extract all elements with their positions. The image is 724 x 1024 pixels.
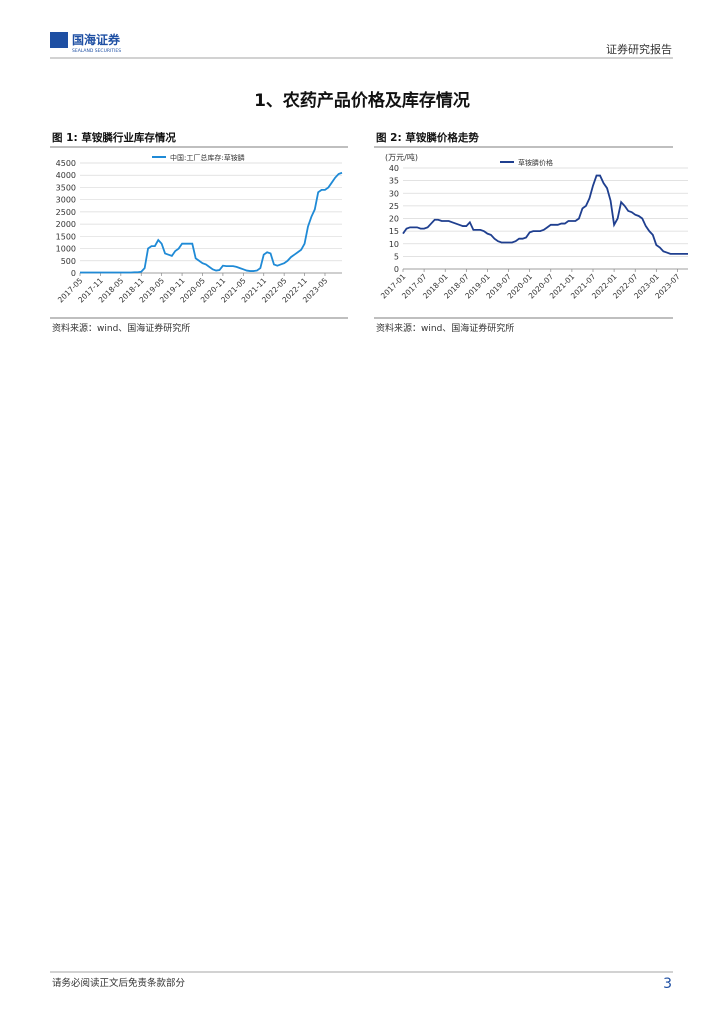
figure-source: 资料来源：wind、国海证券研究所 bbox=[376, 322, 514, 334]
y-tick-label: 15 bbox=[389, 227, 399, 236]
y-tick-label: 4500 bbox=[56, 159, 76, 168]
y-tick-label: 3500 bbox=[56, 183, 76, 192]
y-tick-label: 3000 bbox=[56, 196, 76, 205]
logo-en: SEALAND SECURITIES bbox=[72, 48, 121, 54]
y-tick-label: 0 bbox=[71, 269, 76, 278]
legend-label: 中国:工厂总库存:草铵膦 bbox=[170, 153, 245, 162]
y-tick-label: 1000 bbox=[56, 245, 76, 254]
section-title: 1、农药产品价格及库存情况 bbox=[254, 90, 470, 111]
y-axis-label: (万元/吨) bbox=[385, 152, 418, 162]
series-line bbox=[80, 171, 343, 274]
y-tick-label: 30 bbox=[389, 189, 399, 198]
report-type: 证券研究报告 bbox=[606, 42, 672, 56]
y-tick-label: 500 bbox=[61, 257, 76, 266]
y-tick-label: 4000 bbox=[56, 171, 76, 180]
legend-label: 草铵膦价格 bbox=[518, 158, 553, 167]
logo-text: 国海证券 bbox=[72, 32, 121, 47]
figure-caption: 图 1: 草铵膦行业库存情况 bbox=[52, 131, 176, 144]
y-tick-label: 40 bbox=[389, 164, 399, 173]
figure-caption: 图 2: 草铵膦价格走势 bbox=[376, 131, 479, 144]
y-tick-label: 2500 bbox=[56, 208, 76, 217]
footer-disclaimer: 请务必阅读正文后免责条款部分 bbox=[52, 977, 186, 989]
y-tick-label: 35 bbox=[389, 177, 399, 186]
y-tick-label: 0 bbox=[394, 265, 399, 274]
y-tick-label: 5 bbox=[394, 252, 399, 261]
y-tick-label: 25 bbox=[389, 202, 399, 211]
logo-icon bbox=[50, 32, 68, 48]
y-tick-label: 20 bbox=[389, 215, 399, 224]
y-tick-label: 1500 bbox=[56, 232, 76, 241]
series-line bbox=[402, 174, 688, 255]
y-tick-label: 10 bbox=[389, 240, 399, 249]
page-number: 3 bbox=[663, 976, 672, 992]
figure-source: 资料来源：wind、国海证券研究所 bbox=[52, 322, 190, 334]
y-tick-label: 2000 bbox=[56, 220, 76, 229]
